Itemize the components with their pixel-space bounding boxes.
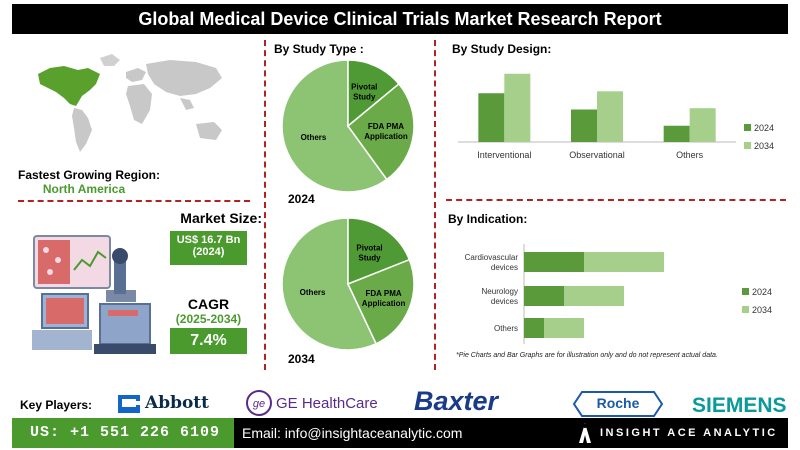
hbar-2-2024 [524,318,544,338]
bar-interventional-2034 [504,73,531,142]
ge-monogram-icon: ge [246,390,272,416]
ge-text: GE HealthCare [276,394,378,412]
pie-chart-2024: Others Pivotal Study FDA PMA Application [281,59,415,193]
y-tick-label: Others [494,324,518,333]
cagr-period: (2025-2034) [175,312,242,326]
pie-label-others: Others [301,133,327,142]
divider-left-h [18,200,250,202]
legend-swatch-2034 [742,306,749,313]
pie-label-others: Others [300,288,326,297]
x-tick-label: Others [676,150,704,160]
legend-swatch-2034 [744,142,751,149]
footer-brand-text: INSIGHT ACE ANALYTIC [600,427,778,439]
pie-label-fda-pma-application: FDA PMA Application [362,289,406,308]
legend-label-2034: 2034 [754,141,774,151]
world-map-icon [38,54,222,152]
divider-right [434,40,436,370]
key-players-label: Key Players: [20,398,93,412]
siemens-logo: SIEMENS [692,394,787,417]
market-size-year: (2024) [192,246,225,258]
abbott-text: Abbott [145,393,210,413]
hbar-1-2024 [524,286,564,306]
pie-slice-pivotal-study [347,217,411,286]
legend-swatch-2024 [744,124,751,131]
roche-hexagon-icon [572,391,664,417]
bar-others-2034 [689,108,716,142]
region-value: North America [42,182,126,196]
divider-right-h [446,199,786,201]
pie-chart-2034: Others Pivotal Study FDA PMA Application [281,217,415,351]
region-label: Fastest Growing Region: [17,168,160,182]
bar-observational-2034 [597,91,623,142]
pie-slice-fda-pma-application [346,82,415,181]
pie-label-fda-pma-application: FDA PMA Application [364,122,408,141]
baxter-logo: Baxter [414,386,499,416]
x-tick-label: Observational [569,150,625,160]
ge-logo: ge GE HealthCare [246,390,378,416]
y-tick-label: Neurology devices [482,287,518,306]
y-tick-label: Cardiovascular devices [465,253,519,272]
x-tick-label: Interventional [477,150,531,160]
legend-label-2024: 2024 [754,123,774,133]
market-size-label: Market Size: [180,210,262,226]
pie-label-pivotal-study: Pivotal Study [351,82,377,101]
indication-title: By Indication: [448,212,528,226]
lab-microscope-icon [32,235,156,354]
pie-slice-pivotal-study [347,59,400,128]
bar-observational-2024 [571,109,597,142]
footer-email[interactable]: Email: info@insightaceanalytic.com [234,418,788,448]
insightace-logo-icon [579,423,591,443]
divider-left [264,40,266,370]
market-size-box: US$ 16.7 Bn (2024) [170,231,247,265]
pie-year-2034: 2034 [288,352,315,366]
market-size-value: US$ 16.7 Bn [176,234,241,246]
bar-others-2024 [663,125,690,142]
svg-text:ge: ge [253,398,265,410]
abbott-mark-icon [118,395,140,413]
footer-phone[interactable]: US: +1 551 226 6109 [12,418,234,448]
bar-interventional-2024 [478,93,505,142]
cagr-value: 7.4% [170,328,247,354]
study-design-title: By Study Design: [452,42,552,56]
legend-swatch-2024 [742,288,749,295]
roche-text: Roche [596,395,640,411]
hbar-0-2024 [524,252,584,272]
pie-label-pivotal-study: Pivotal Study [356,243,382,262]
study-design-chart: Interventional Observational Others 2024 203… [458,73,774,160]
cagr-label: CAGR [187,296,230,312]
roche-logo: Roche [572,390,664,418]
pie-slice-fda-pma-application [346,258,415,345]
pie-slice-others [281,217,378,351]
legend-label-2024: 2024 [752,287,772,297]
footer-brand: INSIGHT ACE ANALYTIC [578,418,778,448]
disclaimer-note: *Pie Charts and Bar Graphs are for illus… [456,352,718,359]
pie-slice-others [281,59,388,193]
pie-year-2024: 2024 [288,192,315,206]
indication-chart: Cardiovascular devices Neurology devices Oth… [465,244,772,344]
abbott-logo: Abbott [116,390,209,416]
legend-label-2034: 2034 [752,305,772,315]
page-title: Global Medical Device Clinical Trials Ma… [12,4,788,34]
study-type-title: By Study Type : [274,42,364,56]
